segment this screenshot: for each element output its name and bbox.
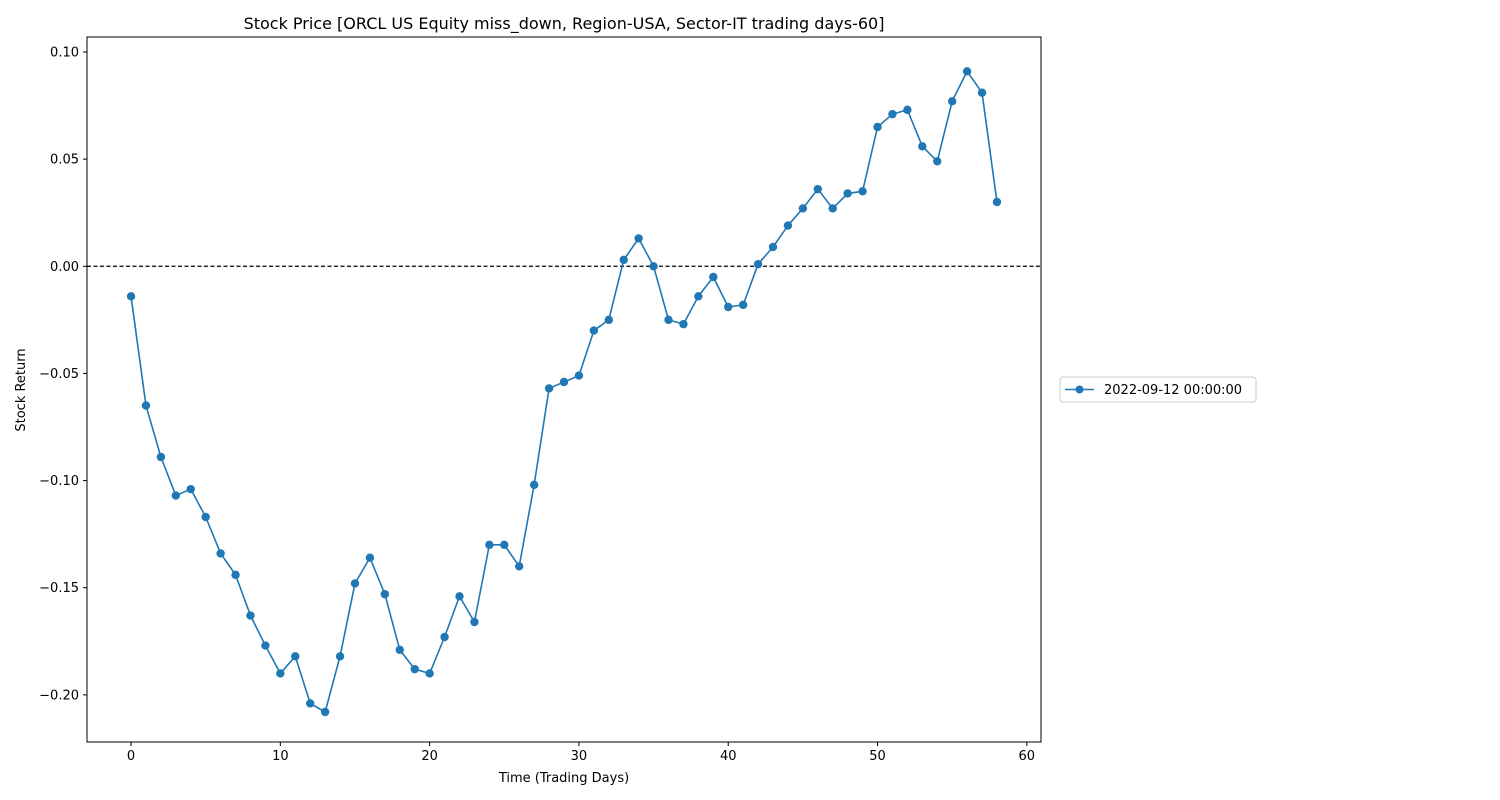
data-point	[753, 259, 763, 269]
data-point	[873, 122, 882, 132]
x-tick-label: 50	[869, 749, 886, 764]
data-point	[395, 645, 404, 655]
data-point	[305, 699, 315, 708]
data-point	[216, 549, 225, 558]
data-point	[529, 480, 539, 490]
x-axis: 0 10 20 30 40 50 60	[127, 742, 1035, 764]
x-tick-label: 10	[272, 749, 289, 764]
y-tick-label: −0.10	[39, 474, 79, 489]
plot-area	[86, 36, 1042, 743]
data-point	[738, 300, 748, 310]
y-tick-label: 0.10	[50, 46, 79, 61]
data-point	[888, 109, 897, 119]
data-point	[171, 491, 181, 500]
y-tick-label: 0.00	[50, 260, 79, 275]
data-point	[320, 707, 330, 717]
data-point	[380, 589, 390, 599]
data-point	[470, 617, 479, 627]
data-point	[231, 570, 240, 580]
chart-title: Stock Price [ORCL US Equity miss_down, R…	[244, 14, 885, 34]
data-point	[843, 189, 852, 198]
data-point	[500, 540, 509, 550]
data-point	[858, 187, 867, 196]
data-point	[201, 512, 210, 522]
legend-box	[1059, 376, 1257, 403]
data-point	[828, 204, 837, 213]
data-point	[768, 242, 778, 252]
data-point	[589, 326, 599, 335]
data-point	[604, 315, 613, 325]
data-point	[574, 371, 584, 380]
data-point	[813, 184, 823, 194]
data-point	[485, 540, 494, 550]
data-point	[350, 579, 360, 588]
data-point	[559, 377, 569, 387]
data-point	[515, 562, 524, 571]
data-point	[724, 302, 733, 312]
y-axis-title: Stock Return	[14, 348, 29, 431]
legend-label: 2022-09-12 00:00:00	[1104, 383, 1242, 398]
data-point	[261, 641, 270, 650]
x-tick-label: 0	[127, 749, 135, 764]
y-tick-label: −0.15	[39, 581, 79, 596]
data-point	[126, 292, 136, 301]
data-point	[664, 315, 673, 325]
y-tick-label: −0.20	[39, 688, 79, 703]
data-point	[992, 197, 1002, 207]
data-point	[962, 67, 972, 76]
x-tick-label: 40	[720, 749, 737, 764]
data-point	[410, 664, 419, 674]
data-point	[679, 319, 688, 329]
data-point	[709, 272, 718, 282]
series-line	[130, 70, 998, 713]
data-point	[918, 142, 927, 151]
data-point	[977, 88, 987, 97]
data-point	[694, 292, 703, 301]
data-point	[783, 221, 793, 230]
data-point	[156, 452, 166, 462]
series-layer	[126, 67, 1002, 717]
data-point	[903, 105, 912, 115]
x-tick-label: 30	[571, 749, 588, 764]
y-axis: 0.10 0.05 0.00 −0.05 −0.10 −0.15 −0.20	[39, 46, 87, 703]
x-axis-title: Time (Trading Days)	[498, 771, 629, 786]
data-point	[291, 652, 300, 661]
data-point	[335, 652, 345, 661]
data-point	[246, 611, 255, 620]
data-point	[933, 157, 942, 166]
data-point	[634, 234, 643, 243]
data-point	[425, 669, 434, 678]
data-point	[544, 384, 554, 393]
data-point	[619, 255, 628, 265]
y-tick-label: −0.05	[39, 367, 79, 382]
x-tick-label: 60	[1019, 749, 1036, 764]
data-point	[649, 262, 658, 271]
data-point	[141, 401, 151, 410]
data-point	[798, 204, 808, 213]
data-point	[455, 592, 464, 601]
data-point	[365, 553, 375, 562]
legend-marker-swatch	[1075, 385, 1084, 394]
x-tick-label: 20	[421, 749, 438, 764]
data-point	[440, 632, 449, 642]
y-tick-label: 0.05	[50, 153, 79, 168]
legend: 2022-09-12 00:00:00	[1059, 376, 1257, 403]
data-point	[186, 484, 195, 494]
data-point	[947, 97, 957, 106]
data-point	[276, 669, 285, 678]
